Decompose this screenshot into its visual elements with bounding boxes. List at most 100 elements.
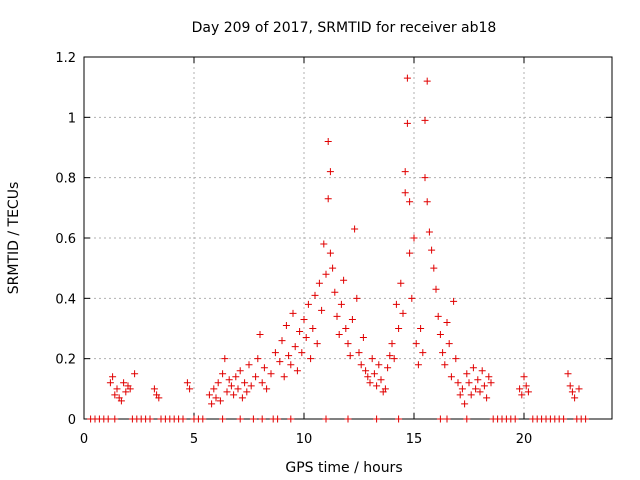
data-point	[524, 388, 532, 396]
data-point	[113, 385, 121, 393]
data-point	[417, 325, 425, 332]
data-point	[247, 382, 255, 390]
data-point	[450, 297, 458, 305]
data-point	[414, 361, 422, 369]
y-axis-label: SRMTID / TECUs	[6, 182, 22, 295]
data-point	[344, 340, 352, 348]
y-tick-label: 0.6	[55, 232, 76, 247]
data-point	[263, 385, 271, 393]
data-point	[465, 379, 473, 387]
data-point	[454, 379, 462, 387]
data-point	[254, 355, 262, 363]
data-point	[436, 331, 444, 339]
data-point	[304, 300, 312, 308]
x-tick-label: 0	[80, 432, 88, 447]
data-point	[353, 294, 361, 302]
data-point	[276, 358, 284, 366]
data-point	[518, 391, 526, 399]
data-point	[401, 168, 409, 176]
data-point	[348, 315, 356, 323]
data-point	[278, 337, 286, 345]
data-point	[472, 385, 480, 393]
data-point	[568, 388, 576, 396]
data-point	[260, 364, 268, 372]
data-point	[282, 321, 290, 329]
data-point	[370, 370, 378, 378]
data-point	[564, 370, 572, 378]
gridlines	[84, 57, 612, 419]
data-point	[483, 394, 491, 402]
data-point	[511, 415, 519, 423]
data-point	[487, 379, 495, 387]
data-point	[104, 415, 112, 423]
data-point	[280, 373, 288, 381]
data-point	[238, 394, 246, 402]
data-point	[364, 373, 372, 381]
data-point	[443, 318, 451, 326]
data-point	[516, 385, 524, 393]
data-point	[342, 325, 350, 332]
data-point	[298, 349, 306, 357]
data-point	[408, 294, 416, 302]
data-point	[225, 376, 233, 384]
data-point	[403, 119, 411, 127]
data-point	[109, 373, 117, 381]
data-point	[430, 264, 438, 272]
data-point	[324, 137, 332, 145]
data-point	[401, 189, 409, 197]
data-point	[463, 370, 471, 378]
data-point	[214, 379, 222, 387]
data-point	[111, 415, 119, 423]
data-point	[441, 361, 449, 369]
data-point	[210, 385, 218, 393]
data-point	[467, 391, 475, 399]
data-point	[289, 309, 297, 317]
data-point	[520, 373, 528, 381]
data-point	[452, 355, 460, 363]
x-tick-label: 5	[190, 432, 198, 447]
data-point	[480, 382, 488, 390]
data-point	[340, 276, 348, 284]
data-point	[366, 379, 374, 387]
data-point	[302, 334, 310, 342]
data-point	[326, 168, 334, 176]
data-point	[232, 373, 240, 381]
data-point	[368, 355, 376, 363]
data-point	[476, 388, 484, 396]
data-point	[186, 385, 194, 393]
x-axis-label: GPS time / hours	[285, 460, 402, 476]
data-point	[485, 373, 493, 381]
data-point	[436, 415, 444, 423]
data-point	[212, 394, 220, 402]
data-point	[205, 391, 213, 399]
data-point	[315, 279, 323, 287]
data-point	[412, 340, 420, 348]
data-point	[320, 240, 328, 248]
y-tick-label: 1	[68, 111, 76, 126]
data-point	[432, 285, 440, 293]
data-point	[293, 367, 301, 375]
data-point	[399, 309, 407, 317]
data-point	[333, 312, 341, 320]
data-point	[439, 349, 447, 357]
data-point	[241, 379, 249, 387]
data-point	[357, 361, 365, 369]
data-point	[428, 246, 436, 254]
x-tick-label: 20	[516, 432, 533, 447]
y-tick-label: 0	[68, 413, 76, 428]
data-point	[311, 291, 319, 299]
data-point	[425, 228, 433, 236]
data-point	[234, 385, 242, 393]
data-point	[155, 394, 163, 402]
data-point	[375, 361, 383, 369]
data-point	[131, 370, 139, 378]
data-point	[461, 400, 469, 408]
plot-frame	[83, 56, 613, 420]
data-point	[474, 376, 482, 384]
chart-title: Day 209 of 2017, SRMTID for receiver ab1…	[192, 20, 497, 36]
data-point	[236, 367, 244, 375]
data-point	[346, 352, 354, 360]
data-point	[296, 328, 304, 336]
data-point	[219, 415, 227, 423]
